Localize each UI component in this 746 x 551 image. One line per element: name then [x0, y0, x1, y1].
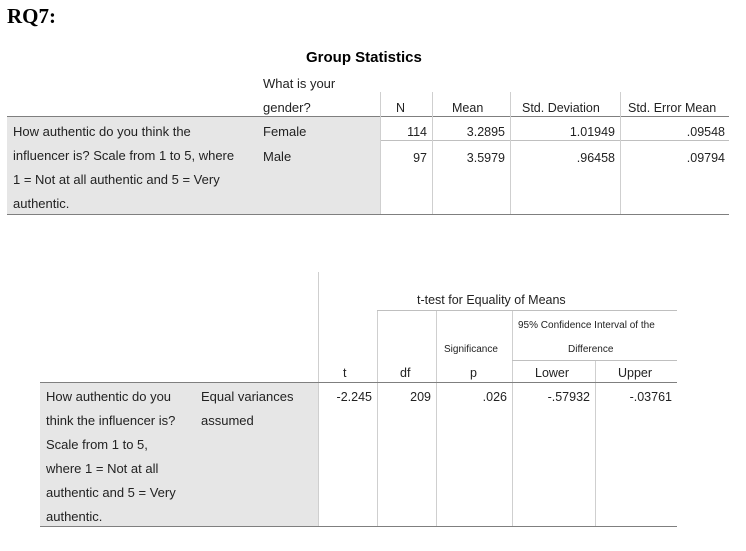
row-label-shade: [7, 117, 380, 214]
col-sd-header: Std. Deviation: [522, 101, 600, 115]
row-label-line: think the influencer is?: [46, 413, 176, 428]
gender-female: Female: [263, 124, 307, 139]
cell-n: 97: [413, 151, 427, 165]
divider: [377, 310, 378, 526]
cell-t: -2.245: [336, 390, 372, 404]
row-label-line: authentic and 5 = Very: [46, 485, 176, 500]
col-p-header: p: [470, 366, 477, 380]
cell-mean: 3.5979: [466, 151, 505, 165]
page-heading: RQ7:: [7, 4, 56, 28]
table-title: Group Statistics: [306, 49, 422, 66]
col-se-header: Std. Error Mean: [628, 101, 717, 115]
ci-header: 95% Confidence Interval of the: [518, 320, 655, 331]
col-mean-header: Mean: [452, 101, 484, 115]
row-label-shade: [40, 383, 318, 526]
bottom-rule: [7, 214, 729, 215]
cell-se: .09794: [686, 151, 725, 165]
ci-rule: [512, 360, 677, 361]
row-rule: [380, 140, 729, 141]
divider: [432, 92, 433, 214]
cell-upper: -.03761: [629, 390, 672, 404]
cell-n: 114: [407, 125, 427, 139]
divider: [512, 310, 513, 526]
cell-df: 209: [410, 390, 431, 404]
col-t-header: t: [343, 366, 347, 380]
row-label-line: Scale from 1 to 5,: [46, 437, 148, 452]
gender-header-2: gender?: [263, 100, 311, 115]
cell-se: .09548: [686, 125, 725, 139]
col-df-header: df: [400, 366, 411, 380]
divider: [318, 272, 319, 526]
header-rule: [40, 382, 677, 383]
row-label-line: 1 = Not at all authentic and 5 = Very: [13, 172, 220, 187]
divider: [595, 360, 596, 526]
divider: [510, 92, 511, 214]
ci-header-2: Difference: [568, 344, 614, 355]
header-rule: [7, 116, 729, 117]
divider: [620, 92, 621, 214]
row-label-line: How authentic do you think the: [13, 124, 191, 139]
gender-male: Male: [263, 149, 292, 164]
t-test-header: t-test for Equality of Means: [417, 293, 566, 307]
cell-lower: -.57932: [547, 390, 590, 404]
col-lower-header: Lower: [535, 366, 570, 380]
cell-sd: 1.01949: [569, 125, 615, 139]
gender-header: What is your: [263, 76, 336, 91]
col-upper-header: Upper: [618, 366, 653, 380]
header-rule: [377, 310, 677, 311]
divider: [436, 310, 437, 526]
row-label-line: authentic.: [46, 509, 103, 524]
row-label-line: How authentic do you: [46, 389, 172, 404]
cell-p: .026: [482, 390, 507, 404]
significance-header: Significance: [444, 344, 498, 355]
divider: [380, 92, 381, 214]
col-n-header: N: [396, 101, 406, 115]
cell-sd: .96458: [576, 151, 615, 165]
cell-mean: 3.2895: [466, 125, 505, 139]
assumption-label-2: assumed: [201, 413, 254, 428]
row-label-line: influencer is? Scale from 1 to 5, where: [13, 148, 235, 163]
row-label-line: where 1 = Not at all: [46, 461, 159, 476]
row-label-line: authentic.: [13, 196, 70, 211]
assumption-label: Equal variances: [201, 389, 294, 404]
bottom-rule: [40, 526, 677, 527]
